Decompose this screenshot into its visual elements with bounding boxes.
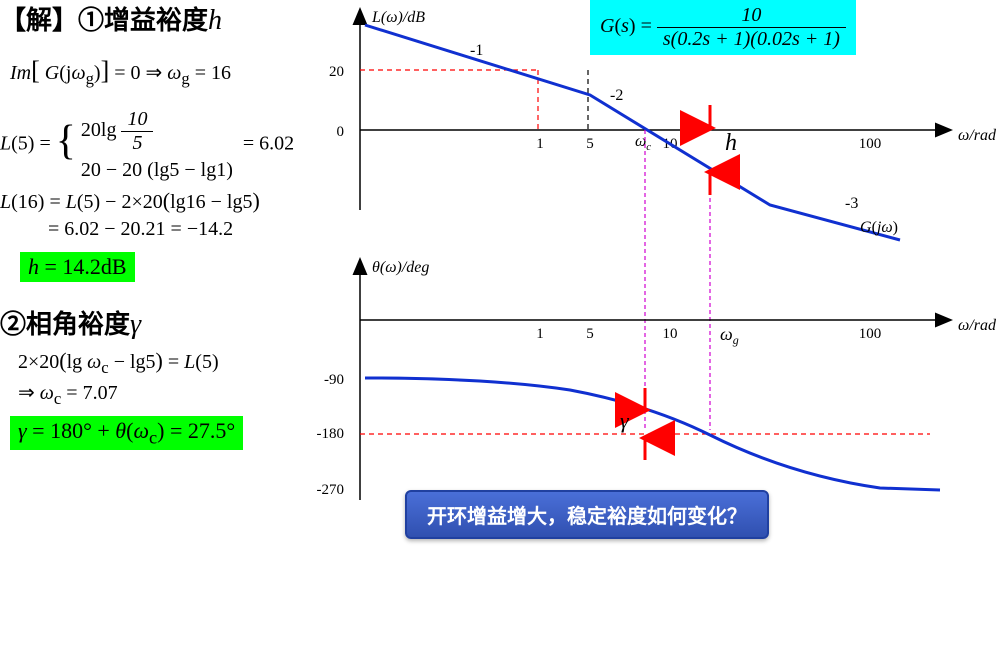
- mag-ylabel: L(ω)/dB: [371, 9, 425, 26]
- slope-2: -2: [610, 87, 623, 104]
- bode-plots: L(ω)/dB ω/rad s⁻¹ 0 20 1 5 10 100 -1 -2 …: [310, 10, 990, 650]
- eq2-right: = 6.02: [243, 133, 294, 155]
- mag-xtick-1: 1: [536, 136, 544, 152]
- ph-xtick-100: 100: [859, 326, 882, 342]
- eq2-num: 10: [121, 108, 153, 132]
- sec1-eq1: Im[ G(jωg)] = 0 ⇒ ωg = 16: [10, 56, 231, 89]
- mag-ytick-0: 0: [337, 124, 345, 140]
- mag-curve: [365, 25, 900, 240]
- sec1-eq2: L(5) = { 20lg 105 20 − 20 (lg5 − lg1) = …: [0, 108, 294, 182]
- phase-plot: θ(ω)/deg ω/rad s⁻¹ -90 -180 -270 1 5 10 …: [317, 259, 996, 500]
- sec2-eq2: ⇒ ωc = 7.07: [18, 380, 118, 409]
- sec2-eq1: 2×20(lg ωc − lg5) = L(5): [18, 348, 219, 378]
- magnitude-plot: L(ω)/dB ω/rad s⁻¹ 0 20 1 5 10 100 -1 -2 …: [329, 9, 996, 430]
- ph-ylabel: θ(ω)/deg: [372, 259, 429, 276]
- slope-1: -1: [470, 42, 483, 59]
- mag-xlabel: ω/rad s⁻¹: [958, 127, 996, 144]
- sec2-title-text: ②相角裕度: [0, 310, 130, 339]
- ph-xtick-1: 1: [536, 326, 544, 342]
- eq2-top-a: 20lg: [81, 119, 117, 141]
- mag-ytick-20: 20: [329, 64, 344, 80]
- sec1-title-var: h: [208, 5, 222, 36]
- eq2-bot: 20 − 20 (lg5 − lg1): [81, 159, 233, 182]
- ph-ytick-180: -180: [317, 426, 345, 442]
- sec1-result: h = 14.2dB: [20, 252, 135, 282]
- mag-xtick-100: 100: [859, 136, 882, 152]
- gamma-label: γ: [620, 408, 630, 433]
- sec1-eq3b: = 6.02 − 20.21 = −14.2: [48, 218, 233, 241]
- section1-title: 【解】①增益裕度h: [0, 0, 222, 37]
- ph-xtick-5: 5: [586, 326, 594, 342]
- ph-xlabel: ω/rad s⁻¹: [958, 317, 996, 334]
- ph-xtick-10: 10: [663, 326, 678, 342]
- wg-label: ωg: [720, 324, 739, 347]
- sec1-eq3: L(16) = L(5) − 2×20(lg16 − lg5): [0, 188, 260, 214]
- mag-xtick-5: 5: [586, 136, 594, 152]
- ph-ytick-90: -90: [324, 372, 344, 388]
- sec1-title-text: 【解】①增益裕度: [0, 6, 208, 35]
- slope-3: -3: [845, 195, 858, 212]
- gjw-label: G(jω): [860, 219, 898, 236]
- ph-ytick-270: -270: [317, 482, 345, 498]
- sec2-result: γ = 180° + θ(ωc) = 27.5°: [10, 416, 243, 450]
- question-box: 开环增益增大，稳定裕度如何变化？: [405, 490, 769, 539]
- h-label: h: [725, 130, 737, 156]
- sec2-title-var: γ: [130, 309, 141, 340]
- wc-label: ωc: [635, 133, 651, 153]
- eq2-den: 5: [121, 132, 153, 155]
- section2-title: ②相角裕度γ: [0, 304, 141, 341]
